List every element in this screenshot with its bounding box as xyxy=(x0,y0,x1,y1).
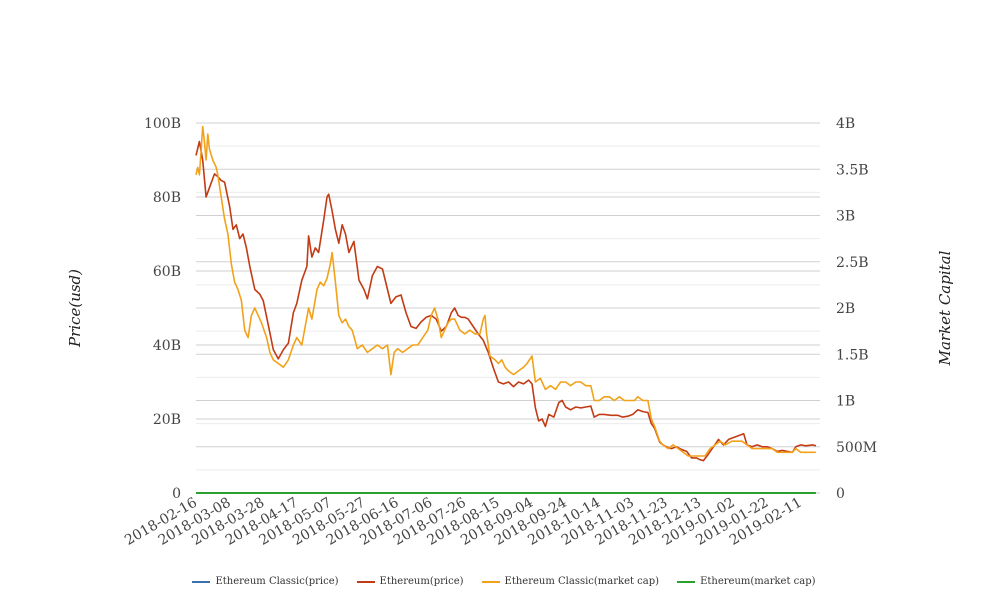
x-axis: 2018-02-162018-03-082018-03-282018-04-17… xyxy=(122,495,805,549)
legend-item[interactable]: Ethereum Classic(price) xyxy=(192,576,339,587)
legend-label: Ethereum Classic(price) xyxy=(215,576,339,587)
series-layer xyxy=(195,125,817,494)
y-axis-right: 0 500M 1B 1.5B 2B 2.5B 3B 3.5B 4B xyxy=(836,116,877,502)
y2-tick-label: 500M xyxy=(836,440,877,456)
legend-swatch xyxy=(677,580,696,583)
y2-tick-label: 4B xyxy=(836,116,855,132)
series-line xyxy=(195,140,817,462)
legend-swatch xyxy=(192,580,211,583)
y2-tick-label: 3B xyxy=(836,209,855,225)
legend-swatch xyxy=(481,580,500,583)
y-axis-title: Price(usd) xyxy=(66,269,84,348)
legend-label: Ethereum(price) xyxy=(379,576,464,587)
grid xyxy=(196,122,820,494)
y-tick-label: 40B xyxy=(153,338,181,354)
legend-swatch xyxy=(356,580,375,583)
y-axis-left: 0 20B 40B 60B 80B 100B xyxy=(144,116,181,502)
y-tick-label: 0 xyxy=(172,486,181,502)
legend-item[interactable]: Ethereum(market cap) xyxy=(677,576,816,587)
legend: Ethereum Classic(price) Ethereum(price) Et… xyxy=(0,576,1008,587)
y2-tick-label: 1.5B xyxy=(836,347,869,363)
y-tick-label: 80B xyxy=(153,190,181,206)
legend-item[interactable]: Ethereum Classic(market cap) xyxy=(481,576,660,587)
y2-tick-label: 3.5B xyxy=(836,162,869,178)
y-tick-label: 60B xyxy=(153,264,181,280)
y2-tick-label: 1B xyxy=(836,394,855,410)
y-tick-label: 20B xyxy=(153,412,181,428)
y2-tick-label: 2B xyxy=(836,301,855,317)
legend-item[interactable]: Ethereum(price) xyxy=(356,576,464,587)
y2-tick-label: 2.5B xyxy=(836,255,869,271)
chart: 0 20B 40B 60B 80B 100B 0 500M 1B 1.5B 2B 2.5B 3B 3.5… xyxy=(66,116,954,549)
y2-axis-title: Market Capital xyxy=(936,250,954,366)
y2-tick-label: 0 xyxy=(836,486,845,502)
legend-label: Ethereum Classic(market cap) xyxy=(504,576,660,587)
series-line xyxy=(195,125,816,457)
legend-label: Ethereum(market cap) xyxy=(700,576,816,587)
y-tick-label: 100B xyxy=(144,116,181,132)
